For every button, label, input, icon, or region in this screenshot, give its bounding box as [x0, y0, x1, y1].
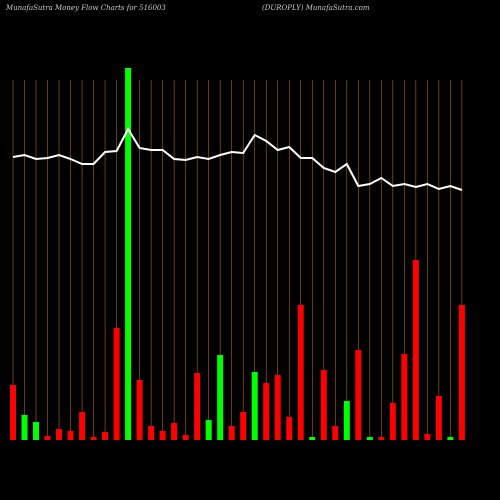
bar — [274, 375, 281, 440]
bar — [194, 373, 201, 440]
bar — [378, 437, 385, 440]
bar — [56, 429, 63, 440]
bar — [79, 412, 86, 440]
bar — [159, 431, 166, 440]
bar — [125, 68, 132, 440]
bar — [401, 354, 408, 440]
bar — [21, 415, 28, 440]
bar — [102, 432, 109, 440]
bar — [320, 370, 327, 440]
bar — [458, 305, 465, 440]
bar — [412, 260, 419, 440]
bar — [33, 422, 40, 440]
bar — [67, 431, 74, 440]
bar — [251, 372, 258, 440]
bar — [228, 426, 235, 440]
bar — [309, 437, 316, 440]
bar — [389, 403, 396, 440]
bar — [447, 437, 454, 440]
bar — [182, 435, 189, 440]
bar — [205, 420, 212, 440]
bar — [240, 412, 247, 440]
bar — [286, 417, 293, 440]
chart-subtitle: (DUROPLY) MunafaSutra.com — [262, 4, 370, 12]
bar — [10, 385, 16, 440]
bar — [90, 437, 97, 440]
bar — [297, 305, 304, 440]
bar — [435, 396, 442, 440]
bar — [171, 423, 178, 440]
bar — [44, 436, 51, 440]
bar — [424, 434, 431, 440]
bar — [136, 380, 143, 440]
chart-title: MunafaSutra Money Flow Charts for 516003 — [5, 4, 166, 12]
bar — [217, 355, 224, 440]
bar — [343, 401, 350, 440]
bar — [332, 426, 339, 440]
money-flow-line — [12, 126, 463, 191]
bar — [366, 437, 373, 440]
bar — [355, 350, 362, 440]
bar — [263, 383, 270, 440]
bar — [148, 426, 155, 440]
bar — [113, 328, 120, 440]
